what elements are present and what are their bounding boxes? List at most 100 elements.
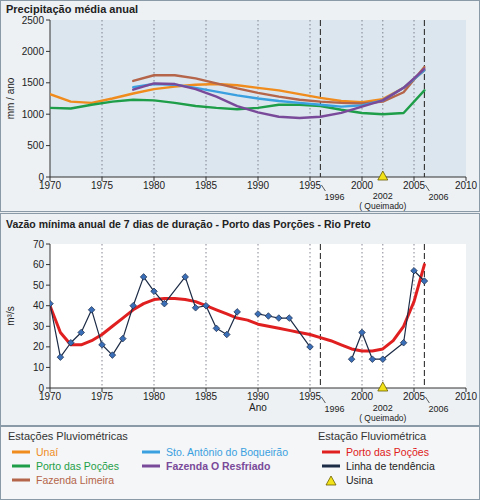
panel-bg — [1, 214, 480, 426]
chart-root: Precipitação média anualmm / ano05001000… — [0, 0, 480, 500]
series-group — [50, 265, 428, 363]
x-tick-label: 2005 — [403, 180, 426, 191]
legend-label: Porto das Poções — [36, 460, 119, 472]
y-tick-label: 500 — [27, 140, 44, 151]
y-tick-label: 70 — [33, 239, 45, 250]
y-tick-label: 40 — [33, 300, 45, 311]
data-point — [109, 352, 116, 359]
data-point — [88, 307, 95, 314]
y-tick — [46, 82, 50, 83]
y-tick — [46, 51, 50, 52]
data-point — [68, 339, 75, 346]
legend-swatch — [322, 451, 340, 454]
legend-swatch — [12, 465, 30, 468]
reference-line — [424, 20, 425, 177]
data-point — [151, 288, 158, 295]
y-tick — [46, 367, 50, 368]
x-tick-label: 2010 — [455, 391, 478, 402]
series-group — [50, 67, 424, 118]
y-tick — [46, 305, 50, 306]
data-point — [203, 302, 210, 309]
x-tick-label: 1975 — [91, 391, 114, 402]
legend-swatch — [12, 451, 30, 454]
data-point — [99, 342, 106, 349]
x-axis — [50, 177, 466, 178]
y-tick-label: 50 — [33, 280, 45, 291]
series-line — [50, 271, 424, 359]
y-tick — [46, 145, 50, 146]
data-point — [213, 325, 220, 332]
y-tick-label: 10 — [33, 362, 45, 373]
reference-label: 2006 — [428, 404, 448, 414]
x-tick-label: 1985 — [195, 391, 218, 402]
reference-arrow — [425, 185, 429, 191]
x-axis-label: Ano — [249, 402, 267, 413]
x-tick-label: 1990 — [247, 180, 270, 191]
legend-swatch — [142, 451, 160, 454]
legend-bg — [1, 427, 480, 500]
legend-label: Sto. Antônio do Boqueirão — [166, 446, 288, 458]
annotation-marker — [378, 171, 388, 180]
legend-title: Estação Fluviométrica — [318, 430, 427, 442]
data-point — [120, 335, 127, 342]
reference-arrow — [321, 397, 325, 403]
grid-line — [154, 244, 155, 388]
data-point — [78, 329, 85, 336]
x-tick-label: 1980 — [143, 391, 166, 402]
data-point — [421, 278, 428, 285]
grid-line — [310, 244, 311, 388]
y-tick-label: 1500 — [22, 77, 45, 88]
y-tick — [46, 285, 50, 286]
x-tick-label: 1995 — [299, 180, 322, 191]
legend-swatch — [142, 465, 160, 468]
x-tick-label: 1980 — [143, 180, 166, 191]
panel-bg — [1, 1, 480, 212]
legend-swatch — [326, 476, 336, 485]
y-axis-label: m³/s — [5, 306, 16, 325]
y-axis — [50, 244, 51, 388]
data-point — [265, 313, 272, 320]
plot-area — [50, 20, 466, 177]
legend-label: Porto das Poções — [346, 446, 429, 458]
reference-line — [320, 244, 321, 388]
legend-label: Fazenda O Resfriado — [166, 460, 270, 472]
legend-label: Unaí — [36, 446, 58, 458]
data-point — [255, 311, 262, 318]
chart-panel: Vazão mínima anual de 7 dias de duração … — [1, 214, 480, 426]
y-tick — [46, 326, 50, 327]
y-tick — [46, 114, 50, 115]
y-axis — [50, 20, 51, 177]
series-line — [50, 265, 424, 351]
grid-line — [414, 20, 415, 177]
reference-label: 2006 — [428, 192, 448, 202]
y-tick-label: 30 — [33, 321, 45, 332]
data-point — [286, 315, 293, 322]
data-point — [161, 300, 168, 307]
legend: Estações Pluviométricas Unaí Porto das Poç… — [1, 427, 480, 500]
chart-title: Precipitação média anual — [6, 3, 138, 15]
data-point — [411, 267, 418, 274]
grid-line — [102, 20, 103, 177]
x-tick-label: 1970 — [39, 180, 62, 191]
annotation-label: 2002 — [373, 403, 393, 413]
annotation-label: 2002 — [373, 191, 393, 201]
chart-title: Vazão mínima anual de 7 dias de duração … — [6, 218, 371, 230]
legend-title: Estações Pluviométricas — [8, 430, 128, 442]
grid-line — [310, 20, 311, 177]
y-tick-label: 20 — [33, 341, 45, 352]
grid-line — [414, 244, 415, 388]
data-point — [192, 304, 199, 311]
x-tick-label: 1995 — [299, 391, 322, 402]
y-tick-label: 60 — [33, 259, 45, 270]
reference-arrow — [425, 397, 429, 403]
annotation-note: ( Queimado) — [359, 413, 406, 423]
y-tick — [46, 177, 50, 178]
legend-swatch — [12, 479, 30, 482]
plot-area — [50, 244, 466, 388]
y-tick — [46, 264, 50, 265]
x-tick-label: 2010 — [455, 180, 478, 191]
x-tick-label: 1970 — [39, 391, 62, 402]
data-point — [369, 356, 376, 363]
data-point — [50, 300, 53, 307]
x-tick-label: 1990 — [247, 391, 270, 402]
